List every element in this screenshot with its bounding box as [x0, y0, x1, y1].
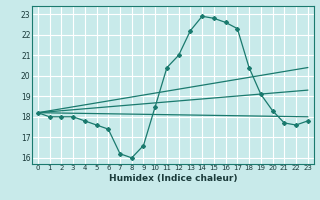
- X-axis label: Humidex (Indice chaleur): Humidex (Indice chaleur): [108, 174, 237, 183]
